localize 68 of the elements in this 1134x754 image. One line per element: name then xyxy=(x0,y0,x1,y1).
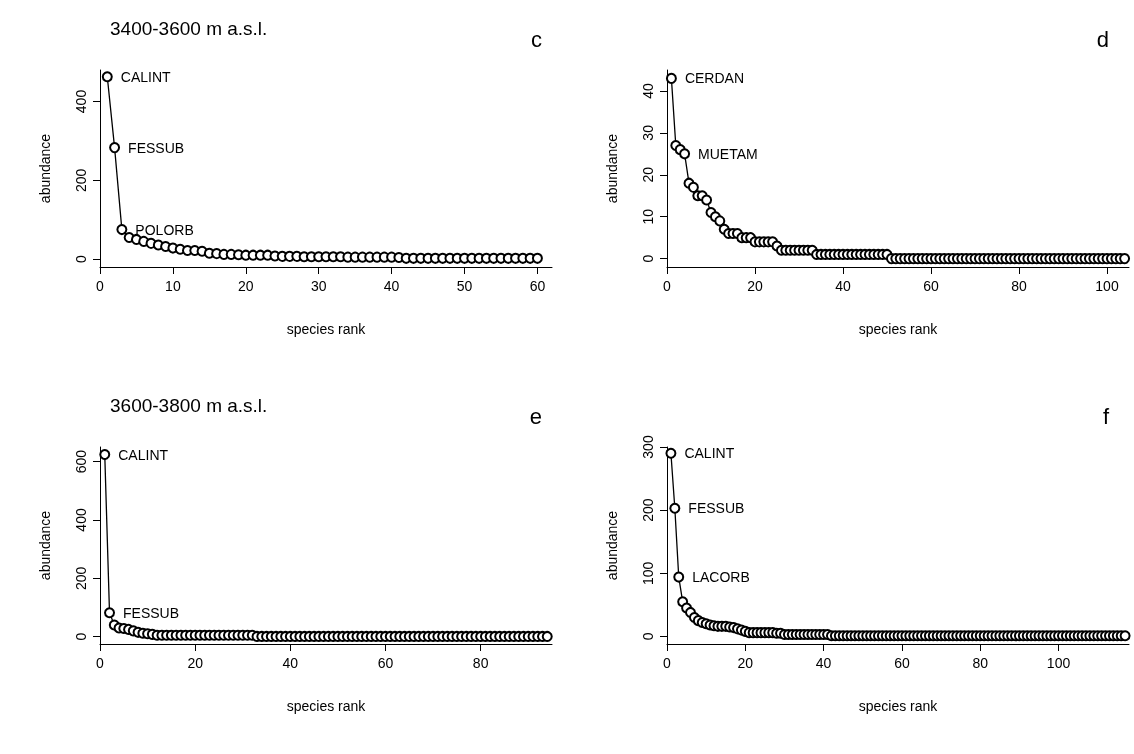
annotation: POLORB xyxy=(135,221,194,238)
annotation: LACORB xyxy=(692,569,750,586)
y-tick-label: 200 xyxy=(640,498,656,522)
chart-title: 3400-3600 m a.s.l. xyxy=(110,18,268,39)
y-tick-label: 0 xyxy=(73,632,89,641)
text: e xyxy=(529,403,543,429)
x-tick-label: 80 xyxy=(1011,278,1027,294)
annotation: FESSUB xyxy=(123,604,180,621)
y-tick-label: 20 xyxy=(640,166,656,183)
x-tick-label: 20 xyxy=(737,655,754,671)
y-axis-title: abundance xyxy=(37,133,53,204)
x-tick-label: 30 xyxy=(310,278,327,294)
y-tick-label: 0 xyxy=(73,255,89,264)
x-tick-label: 40 xyxy=(815,655,832,671)
y-axis-title: abundance xyxy=(604,510,620,581)
y-tick-label: 200 xyxy=(73,566,89,591)
y-tick-label: 400 xyxy=(73,508,89,532)
y-tick-label: 30 xyxy=(640,124,656,141)
x-tick-label: 0 xyxy=(96,655,105,671)
x-tick-label: 80 xyxy=(472,655,489,671)
y-tick-label: 600 xyxy=(73,449,89,474)
y-tick-label: 10 xyxy=(640,208,656,225)
x-tick-label: 20 xyxy=(238,278,254,294)
x-tick-label: 0 xyxy=(663,278,672,294)
x-tick-label: 100 xyxy=(1046,655,1071,671)
x-tick-label: 0 xyxy=(96,278,105,294)
x-tick-label: 50 xyxy=(456,278,473,294)
y-tick-label: 300 xyxy=(640,435,656,459)
y-tick-label: 0 xyxy=(640,632,656,641)
annotation: FESSUB xyxy=(688,500,745,517)
x-tick-label: 10 xyxy=(165,278,181,294)
annotation: CALINT xyxy=(120,68,172,85)
x-tick-label: 60 xyxy=(377,655,394,671)
point xyxy=(109,142,121,154)
x-tick-label: 40 xyxy=(383,278,400,294)
text: c xyxy=(531,26,542,52)
x-axis-title: species rank xyxy=(858,698,939,714)
x-tick-label: 60 xyxy=(894,655,910,671)
annotation: CALINT xyxy=(118,446,169,463)
x-tick-label: 20 xyxy=(747,278,763,294)
y-tick-label: 100 xyxy=(640,561,656,585)
x-tick-label: 20 xyxy=(187,655,204,671)
y-tick-label: 400 xyxy=(73,89,89,114)
x-tick-label: 100 xyxy=(1095,278,1119,294)
chart-title: 3600-3800 m a.s.l. xyxy=(110,395,268,416)
x-axis-title: species rank xyxy=(858,321,939,337)
x-tick-label: 0 xyxy=(663,655,672,671)
x-axis-title: species rank xyxy=(286,698,367,714)
x-axis-title: species rank xyxy=(286,321,367,337)
x-tick-label: 80 xyxy=(972,655,989,671)
text: d xyxy=(1096,26,1110,52)
annotation: CALINT xyxy=(684,445,735,462)
y-tick-label: 0 xyxy=(640,254,656,263)
point xyxy=(101,71,113,83)
annotation: FESSUB xyxy=(128,139,185,156)
x-tick-label: 60 xyxy=(923,278,939,294)
y-axis-title: abundance xyxy=(604,133,620,204)
y-axis-title: abundance xyxy=(37,510,53,581)
x-tick-label: 40 xyxy=(835,278,851,294)
text: f xyxy=(1102,403,1110,429)
y-tick-label: 40 xyxy=(640,82,656,99)
x-tick-label: 40 xyxy=(282,655,299,671)
y-tick-label: 200 xyxy=(73,168,89,192)
point xyxy=(531,252,543,264)
point xyxy=(116,224,128,236)
x-tick-label: 60 xyxy=(529,278,546,294)
annotation: CERDAN xyxy=(684,70,745,87)
annotation: MUETAM xyxy=(698,145,758,162)
